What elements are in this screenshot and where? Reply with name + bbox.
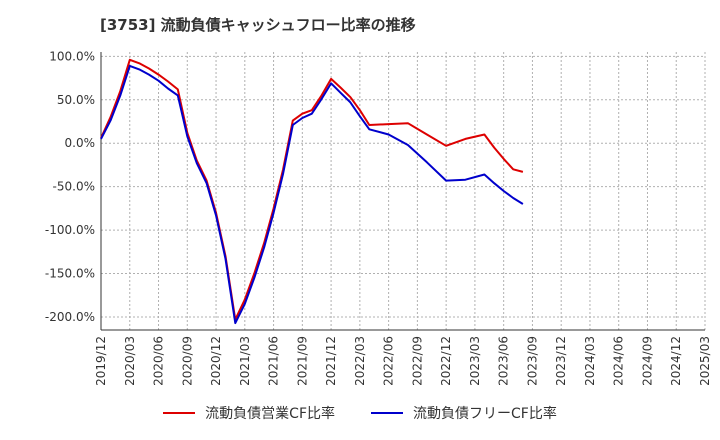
x-tick-label: 2023/09 xyxy=(525,336,539,386)
legend: 流動負債営業CF比率 流動負債フリーCF比率 xyxy=(0,403,720,423)
legend-label-free-cf: 流動負債フリーCF比率 xyxy=(413,406,557,422)
x-tick-label: 2023/06 xyxy=(497,336,511,386)
x-tick-label: 2022/06 xyxy=(382,336,396,386)
x-tick-label: 2023/12 xyxy=(554,336,568,386)
x-tick-label: 2021/03 xyxy=(238,336,252,386)
chart-title: [3753] 流動負債キャッシュフロー比率の推移 xyxy=(100,16,416,34)
legend-item-free-cf: 流動負債フリーCF比率 xyxy=(371,403,557,423)
plot-area xyxy=(101,52,705,330)
y-tick-label: -100.0% xyxy=(45,223,95,237)
legend-swatch-free-cf xyxy=(371,412,403,414)
x-tick-label: 2019/12 xyxy=(94,336,108,386)
y-tick-label: 50.0% xyxy=(57,93,95,107)
x-tick-label: 2021/06 xyxy=(267,336,281,386)
y-tick-label: 0.0% xyxy=(65,136,96,150)
y-tick-label: -200.0% xyxy=(45,310,95,324)
legend-label-operating-cf: 流動負債営業CF比率 xyxy=(205,406,335,422)
y-tick-label: -150.0% xyxy=(45,267,95,281)
legend-swatch-operating-cf xyxy=(163,412,196,414)
x-tick-label: 2024/09 xyxy=(640,336,654,386)
x-tick-label: 2025/03 xyxy=(698,336,712,386)
y-tick-label: -50.0% xyxy=(53,180,95,194)
x-tick-label: 2024/03 xyxy=(583,336,597,386)
series-line-free-cf xyxy=(100,64,524,325)
x-tick-label: 2023/03 xyxy=(468,336,482,386)
y-tick-label: 100.0% xyxy=(49,49,95,63)
x-tick-label: 2022/12 xyxy=(439,336,453,386)
x-tick-label: 2021/09 xyxy=(295,336,309,386)
x-tick-label: 2020/03 xyxy=(123,336,137,386)
x-tick-label: 2021/12 xyxy=(324,336,338,386)
x-tick-label: 2024/06 xyxy=(612,336,626,386)
x-tick-label: 2024/12 xyxy=(669,336,683,386)
x-tick-label: 2022/03 xyxy=(353,336,367,386)
x-tick-label: 2022/09 xyxy=(410,336,424,386)
x-tick-label: 2020/12 xyxy=(209,336,223,386)
x-tick-label: 2020/06 xyxy=(152,336,166,386)
legend-item-operating-cf: 流動負債営業CF比率 xyxy=(163,403,335,423)
x-tick-label: 2020/09 xyxy=(180,336,194,386)
